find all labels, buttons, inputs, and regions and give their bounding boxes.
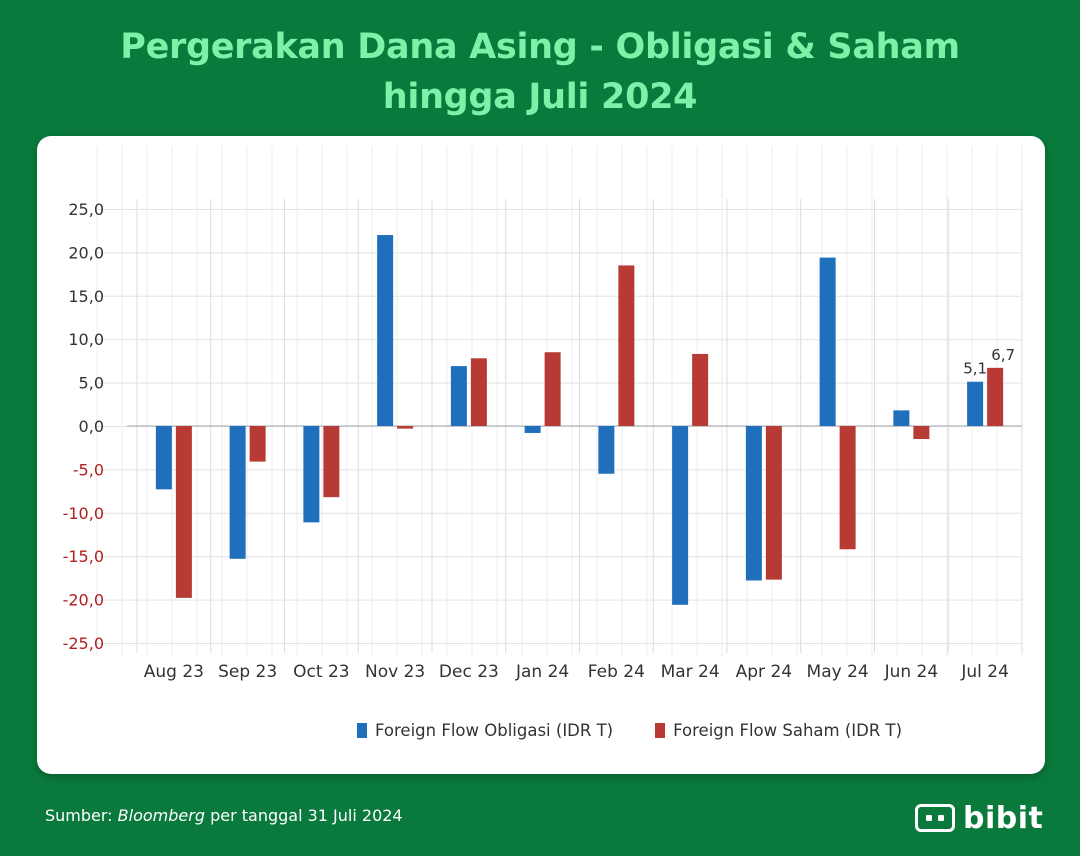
y-tick-label: 0,0 xyxy=(79,417,104,436)
x-tick-label: Nov 23 xyxy=(365,662,425,682)
brand-name: bibit xyxy=(963,800,1044,836)
y-tick-label: -20,0 xyxy=(63,591,104,610)
y-tick-label: -10,0 xyxy=(63,504,104,523)
bibit-logo-icon xyxy=(915,804,955,832)
chart-legend: Foreign Flow Obligasi (IDR T) Foreign Fl… xyxy=(357,718,944,742)
y-tick-label: -15,0 xyxy=(63,547,104,566)
bar-saham xyxy=(692,353,709,426)
source-prefix: Sumber: xyxy=(45,806,118,825)
legend-item-obligasi: Foreign Flow Obligasi (IDR T) xyxy=(357,721,613,740)
x-tick-label: May 24 xyxy=(807,662,869,682)
bar-obligasi xyxy=(672,426,689,605)
chart-title: Pergerakan Dana Asing - Obligasi & Saham… xyxy=(0,22,1080,122)
bar-obligasi xyxy=(450,366,467,426)
bar-saham xyxy=(470,358,487,426)
bar-saham xyxy=(913,426,930,440)
x-tick-label: Oct 23 xyxy=(293,662,349,682)
x-tick-label: Dec 23 xyxy=(439,662,499,682)
legend-label-obligasi: Foreign Flow Obligasi (IDR T) xyxy=(375,720,614,740)
bar-obligasi xyxy=(155,426,172,490)
bar-saham xyxy=(175,426,192,598)
bar-saham xyxy=(987,367,1004,426)
legend-item-saham: Foreign Flow Saham (IDR T) xyxy=(655,721,902,740)
bar-obligasi xyxy=(598,426,615,474)
bar-saham xyxy=(618,265,635,426)
data-label: 6,7 xyxy=(991,346,1015,364)
chart-title-line-2: hingga Juli 2024 xyxy=(382,77,698,117)
x-tick-label: Jan 24 xyxy=(515,662,569,682)
bar-obligasi xyxy=(524,426,541,433)
source-footer: Sumber: Bloomberg per tanggal 31 Juli 20… xyxy=(45,806,403,825)
bar-saham xyxy=(544,352,561,426)
data-label: 5,1 xyxy=(963,360,987,378)
y-tick-label: 15,0 xyxy=(68,287,104,306)
chart-title-line-1: Pergerakan Dana Asing - Obligasi & Saham xyxy=(120,27,960,67)
source-name: Bloomberg xyxy=(117,806,205,825)
bar-saham xyxy=(323,426,340,498)
x-tick-label: Jun 24 xyxy=(884,662,939,682)
bar-chart: 25,0 20,0 15,0 10,0 5,0 0,0 -5,0 -10,0 -15,0 -20,… xyxy=(63,146,1023,682)
y-tick-label: 20,0 xyxy=(68,243,104,262)
y-tick-label: -25,0 xyxy=(63,634,104,653)
bar-saham xyxy=(397,426,414,429)
x-tick-label: Feb 24 xyxy=(588,662,645,682)
x-tick-label: Jul 24 xyxy=(960,662,1009,682)
bar-saham xyxy=(765,426,782,580)
bar-obligasi xyxy=(893,410,910,426)
x-tick-label: Mar 24 xyxy=(661,662,720,682)
bar-obligasi xyxy=(745,426,762,581)
y-tick-label: 25,0 xyxy=(68,200,104,219)
y-tick-label: 5,0 xyxy=(79,374,104,393)
bar-obligasi xyxy=(303,426,320,523)
bar-obligasi xyxy=(229,426,246,559)
legend-swatch-obligasi xyxy=(357,722,367,738)
x-tick-label: Apr 24 xyxy=(736,662,792,682)
y-tick-label: 10,0 xyxy=(68,330,104,349)
source-date: per tanggal 31 Juli 2024 xyxy=(204,806,403,825)
bar-obligasi xyxy=(967,381,984,426)
brand-logo: bibit xyxy=(915,800,1043,836)
bar-saham xyxy=(249,426,266,462)
chart-card: 25,0 20,0 15,0 10,0 5,0 0,0 -5,0 -10,0 -15,0 -20,… xyxy=(37,136,1045,774)
x-tick-label: Aug 23 xyxy=(144,662,204,682)
bar-obligasi xyxy=(377,235,394,426)
legend-swatch-saham xyxy=(655,722,666,738)
bar-saham xyxy=(839,426,856,550)
x-tick-label: Sep 23 xyxy=(218,662,277,682)
y-tick-label: -5,0 xyxy=(73,460,104,479)
legend-label-saham: Foreign Flow Saham (IDR T) xyxy=(673,720,903,740)
bar-obligasi xyxy=(819,257,836,426)
